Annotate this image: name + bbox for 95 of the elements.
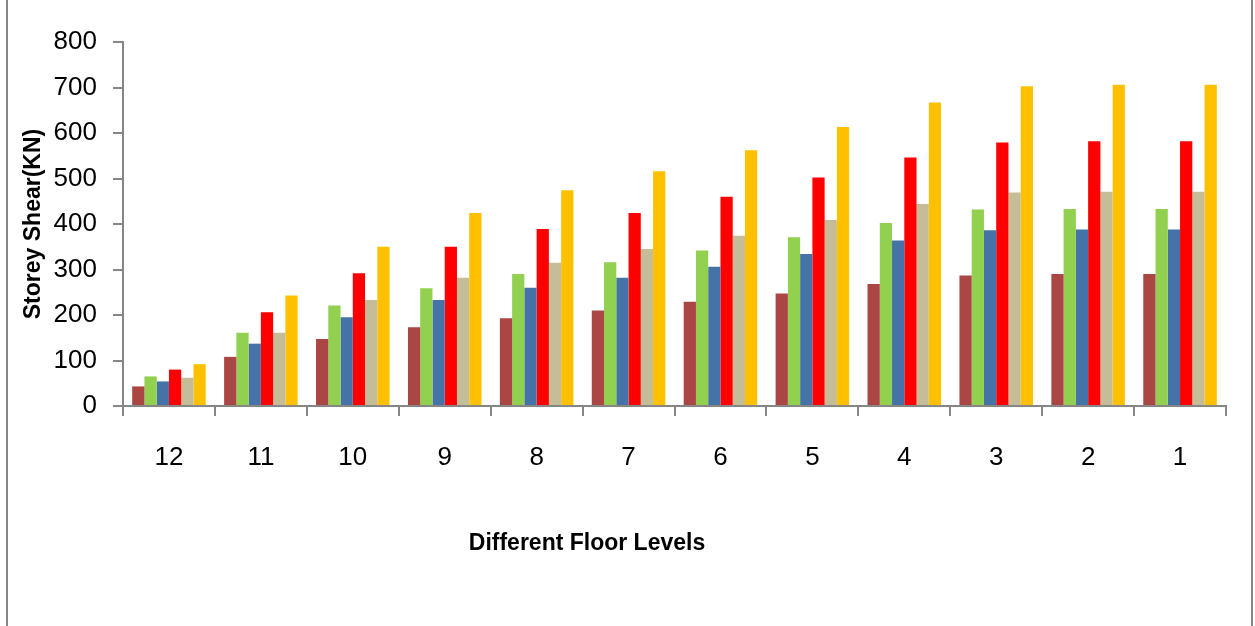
bar xyxy=(1167,229,1181,405)
bar xyxy=(420,288,433,405)
bar xyxy=(1112,84,1125,405)
bar xyxy=(236,332,249,405)
y-tick-label: 0 xyxy=(82,389,97,420)
bar xyxy=(407,327,421,405)
y-tick-label: 700 xyxy=(53,70,97,101)
bar xyxy=(365,299,378,405)
y-tick-label: 200 xyxy=(53,298,97,329)
y-tick-label: 600 xyxy=(53,116,97,147)
bar xyxy=(444,246,457,405)
bar xyxy=(787,237,801,405)
bar xyxy=(1143,274,1156,405)
bar xyxy=(377,246,390,405)
bar xyxy=(1075,229,1089,405)
x-tick-label: 7 xyxy=(621,440,636,471)
x-tick-label: 9 xyxy=(437,440,452,471)
bar xyxy=(836,127,850,405)
bar xyxy=(695,250,709,405)
bar xyxy=(285,295,298,405)
bar xyxy=(224,356,237,405)
bar xyxy=(708,266,721,405)
y-tick-label: 100 xyxy=(53,343,97,374)
x-tick-label: 3 xyxy=(988,440,1004,471)
bar xyxy=(653,171,666,405)
bar xyxy=(683,301,696,405)
bar xyxy=(775,293,788,405)
x-tick-label: 5 xyxy=(805,440,820,471)
bar xyxy=(548,262,562,405)
x-tick-label: 11 xyxy=(247,440,275,471)
x-tick-label: 10 xyxy=(338,440,368,471)
bar xyxy=(996,142,1009,405)
y-tick-label: 300 xyxy=(53,252,97,283)
bar xyxy=(561,190,574,405)
bar xyxy=(469,213,482,405)
bar xyxy=(524,287,537,405)
bar xyxy=(604,262,617,405)
bar xyxy=(1192,191,1205,405)
bar xyxy=(273,332,286,405)
bar xyxy=(1088,141,1101,405)
bar xyxy=(800,254,813,405)
x-axis-title: Different Floor Levels xyxy=(467,528,707,557)
bar xyxy=(144,376,157,405)
bar xyxy=(499,318,513,405)
x-tick-label: 1 xyxy=(1172,440,1188,471)
y-tick-label: 500 xyxy=(53,161,97,192)
bar xyxy=(1020,86,1033,405)
bar xyxy=(904,157,917,405)
x-tick-label: 4 xyxy=(897,440,912,471)
bar xyxy=(720,196,733,405)
bar xyxy=(340,317,353,405)
bar xyxy=(1051,274,1064,405)
bar xyxy=(1063,208,1076,405)
bar xyxy=(512,274,525,405)
bar xyxy=(616,277,629,405)
bar xyxy=(867,284,880,405)
x-tick-label: 2 xyxy=(1080,440,1096,471)
bar xyxy=(1100,191,1113,405)
bar xyxy=(193,364,206,405)
bar xyxy=(156,381,169,405)
bar xyxy=(181,377,194,405)
bar xyxy=(628,213,641,405)
x-tick-label: 6 xyxy=(713,440,728,471)
bar xyxy=(744,150,758,405)
bar xyxy=(432,299,445,405)
y-axis-title: Storey Shear(KN) xyxy=(19,128,46,320)
bar xyxy=(812,177,825,405)
bar xyxy=(824,219,837,405)
y-tick-label: 800 xyxy=(53,25,97,56)
bar xyxy=(640,249,654,405)
bar xyxy=(916,203,929,405)
bar xyxy=(1204,84,1217,405)
bar xyxy=(456,277,470,405)
bar xyxy=(132,386,145,405)
bar xyxy=(352,273,366,405)
bar xyxy=(1180,141,1193,405)
bar xyxy=(260,312,274,405)
bar xyxy=(928,102,942,405)
bar xyxy=(1008,192,1021,405)
bar xyxy=(536,229,549,405)
bar xyxy=(168,369,182,405)
bar xyxy=(316,339,329,405)
bar xyxy=(328,305,341,405)
bar xyxy=(732,235,745,405)
x-tick-label: 8 xyxy=(529,440,544,471)
bar xyxy=(971,209,984,405)
x-tick-label: 12 xyxy=(154,440,184,471)
y-tick-label: 400 xyxy=(53,207,97,238)
bar xyxy=(959,275,972,405)
bar xyxy=(983,230,997,405)
bar xyxy=(892,240,905,405)
bar xyxy=(248,343,261,405)
bar xyxy=(1155,208,1168,405)
bar xyxy=(591,310,605,405)
bar xyxy=(879,223,893,405)
